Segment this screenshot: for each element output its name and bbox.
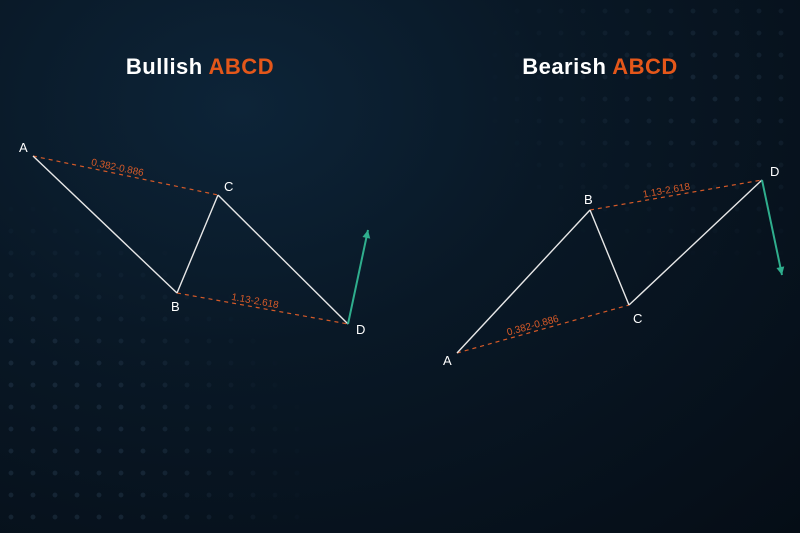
ratio-label: 0.382-0.886 [90,157,145,179]
diagram-svg: 0.382-0.886 1.13-2.618 A B C D 0.382-0.886 1.1… [0,0,800,533]
point-label-a: A [19,140,28,155]
ratio-label: 1.13-2.618 [230,292,279,311]
point-label-a: A [443,353,452,368]
bullish-pattern: 0.382-0.886 1.13-2.618 A B C D [19,140,370,337]
point-label-b: B [584,192,593,207]
direction-arrow [762,180,782,275]
bearish-pattern: 0.382-0.886 1.13-2.618 A B C D [443,164,784,368]
point-label-c: C [633,311,642,326]
ratio-label: 0.382-0.886 [506,314,561,339]
point-label-d: D [356,322,365,337]
diagram-stage: Bullish ABCD Bearish ABCD 0.382-0.8861.1… [0,0,800,533]
point-label-d: D [770,164,779,179]
pattern-segment [218,195,348,324]
point-label-c: C [224,179,233,194]
direction-arrow-head [362,230,370,239]
pattern-segment [590,210,629,305]
direction-arrow [348,230,368,324]
point-label-b: B [171,299,180,314]
pattern-segment [177,195,218,293]
pattern-segment [33,156,177,293]
ratio-label: 1.13-2.618 [642,181,691,200]
direction-arrow-head [776,266,784,275]
